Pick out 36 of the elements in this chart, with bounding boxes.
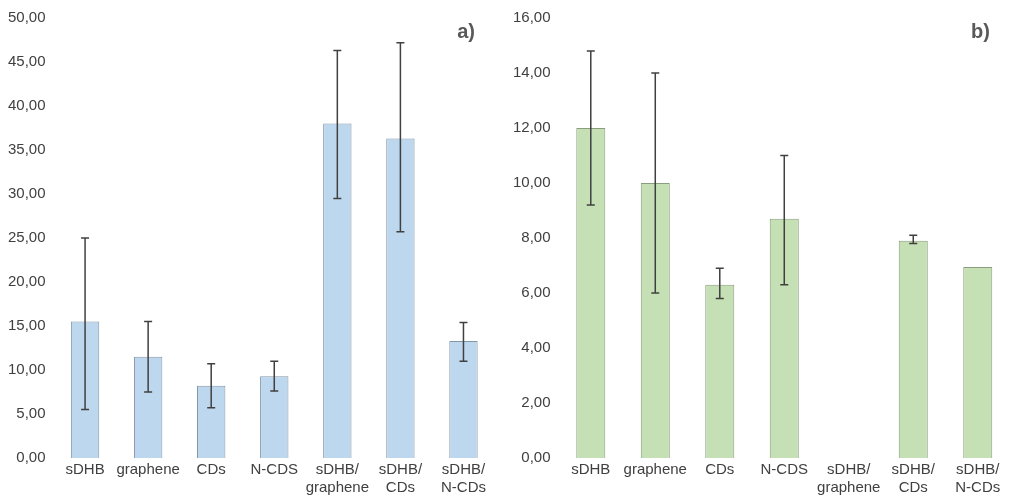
- x-tick-label: graphene: [116, 460, 180, 478]
- y-tick-label: 15,00: [7, 316, 46, 334]
- y-tick-label: 0,00: [16, 448, 46, 466]
- x-tick-label: sDHB/graphene: [817, 460, 881, 496]
- annotation: a): [457, 19, 475, 42]
- y-tick-label: 10,00: [7, 360, 46, 378]
- x-tick-label: N-CDS: [760, 460, 809, 478]
- x-tick-label: N-CDS: [250, 460, 299, 478]
- x-tick-label: sDHB/N-CDs: [440, 460, 486, 496]
- y-tick-label: 50,00: [7, 8, 46, 26]
- x-tick-label: sDHB: [65, 460, 105, 478]
- y-tick-label: 5,00: [16, 404, 46, 422]
- x-tick-label: graphene: [623, 460, 687, 478]
- y-tick-label: 25,00: [7, 228, 46, 246]
- y-tick-label: 40,00: [7, 96, 46, 114]
- x-tick-label: sDHB/graphene: [305, 460, 370, 496]
- y-tick-label: 4,00: [521, 338, 551, 356]
- y-tick-label: 0,00: [521, 448, 551, 466]
- y-tick-label: 30,00: [7, 184, 46, 202]
- x-tick-label: sDHB: [571, 460, 611, 478]
- y-tick-label: 8,00: [521, 228, 551, 246]
- x-tick-label: CDs: [196, 460, 226, 478]
- y-tick-label: 10,00: [512, 173, 551, 191]
- y-tick-label: 14,00: [512, 63, 551, 81]
- x-tick-label: sDHB/N-CDs: [955, 460, 1001, 496]
- y-tick-label: 6,00: [521, 283, 551, 301]
- y-tick-label: 16,00: [512, 8, 551, 26]
- y-tick-label: 35,00: [7, 140, 46, 158]
- y-tick-label: 12,00: [512, 118, 551, 136]
- x-tick-label: sDHB/CDs: [378, 460, 423, 496]
- y-tick-label: 45,00: [7, 52, 46, 70]
- y-tick-label: 20,00: [7, 272, 46, 290]
- y-tick-label: 2,00: [521, 393, 551, 411]
- annotation: b): [971, 19, 990, 42]
- x-tick-label: sDHB/CDs: [891, 460, 936, 496]
- x-tick-label: CDs: [705, 460, 735, 478]
